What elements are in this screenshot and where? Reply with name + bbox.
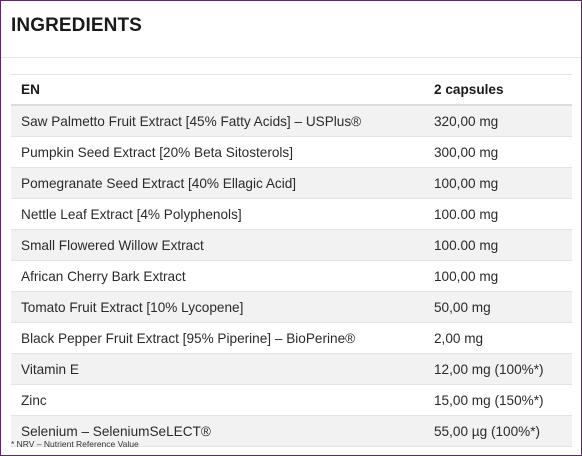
- table-row: Pumpkin Seed Extract [20% Beta Sitostero…: [11, 136, 572, 168]
- ingredient-amount: 100.00 mg: [424, 229, 572, 261]
- table-row: Saw Palmetto Fruit Extract [45% Fatty Ac…: [11, 105, 572, 137]
- ingredient-name: Zinc: [11, 384, 424, 416]
- ingredient-amount: 50,00 mg: [424, 291, 572, 323]
- ingredient-name: African Cherry Bark Extract: [11, 260, 424, 292]
- ingredient-amount: 100,00 mg: [424, 167, 572, 199]
- table-row: Tomato Fruit Extract [10% Lycopene] 50,0…: [11, 291, 572, 323]
- ingredient-name: Nettle Leaf Extract [4% Polyphenols]: [11, 198, 424, 230]
- table-row: Small Flowered Willow Extract 100.00 mg: [11, 229, 572, 261]
- divider: [1, 57, 581, 58]
- ingredient-name: Black Pepper Fruit Extract [95% Piperine…: [11, 322, 424, 354]
- ingredient-amount: 300,00 mg: [424, 136, 572, 168]
- ingredient-amount: 12,00 mg (100%*): [424, 353, 572, 385]
- table-row: Selenium – SeleniumSeLECT® 55,00 µg (100…: [11, 415, 572, 447]
- table-row: Black Pepper Fruit Extract [95% Piperine…: [11, 322, 572, 354]
- table-row: African Cherry Bark Extract 100,00 mg: [11, 260, 572, 292]
- ingredient-name: Selenium – SeleniumSeLECT®: [11, 415, 424, 447]
- ingredient-name: Pomegranate Seed Extract [40% Ellagic Ac…: [11, 167, 424, 199]
- footnote: * NRV – Nutrient Reference Value: [11, 439, 139, 449]
- ingredient-amount: 320,00 mg: [424, 105, 572, 137]
- ingredient-name: Small Flowered Willow Extract: [11, 229, 424, 261]
- ingredient-amount: 2,00 mg: [424, 322, 572, 354]
- ingredient-name: Vitamin E: [11, 353, 424, 385]
- column-header-serving: 2 capsules: [424, 74, 572, 106]
- ingredients-table: EN 2 capsules Saw Palmetto Fruit Extract…: [11, 74, 572, 447]
- table-header-row: EN 2 capsules: [11, 74, 572, 106]
- table-row: Vitamin E 12,00 mg (100%*): [11, 353, 572, 385]
- ingredient-amount: 100.00 mg: [424, 198, 572, 230]
- column-header-language: EN: [11, 74, 424, 106]
- table-row: Zinc 15,00 mg (150%*): [11, 384, 572, 416]
- section-title: INGREDIENTS: [11, 15, 142, 36]
- ingredient-amount: 55,00 µg (100%*): [424, 415, 572, 447]
- ingredient-name: Tomato Fruit Extract [10% Lycopene]: [11, 291, 424, 323]
- ingredient-name: Pumpkin Seed Extract [20% Beta Sitostero…: [11, 136, 424, 168]
- ingredient-amount: 100,00 mg: [424, 260, 572, 292]
- ingredient-name: Saw Palmetto Fruit Extract [45% Fatty Ac…: [11, 105, 424, 137]
- table-row: Nettle Leaf Extract [4% Polyphenols] 100…: [11, 198, 572, 230]
- table-row: Pomegranate Seed Extract [40% Ellagic Ac…: [11, 167, 572, 199]
- ingredient-amount: 15,00 mg (150%*): [424, 384, 572, 416]
